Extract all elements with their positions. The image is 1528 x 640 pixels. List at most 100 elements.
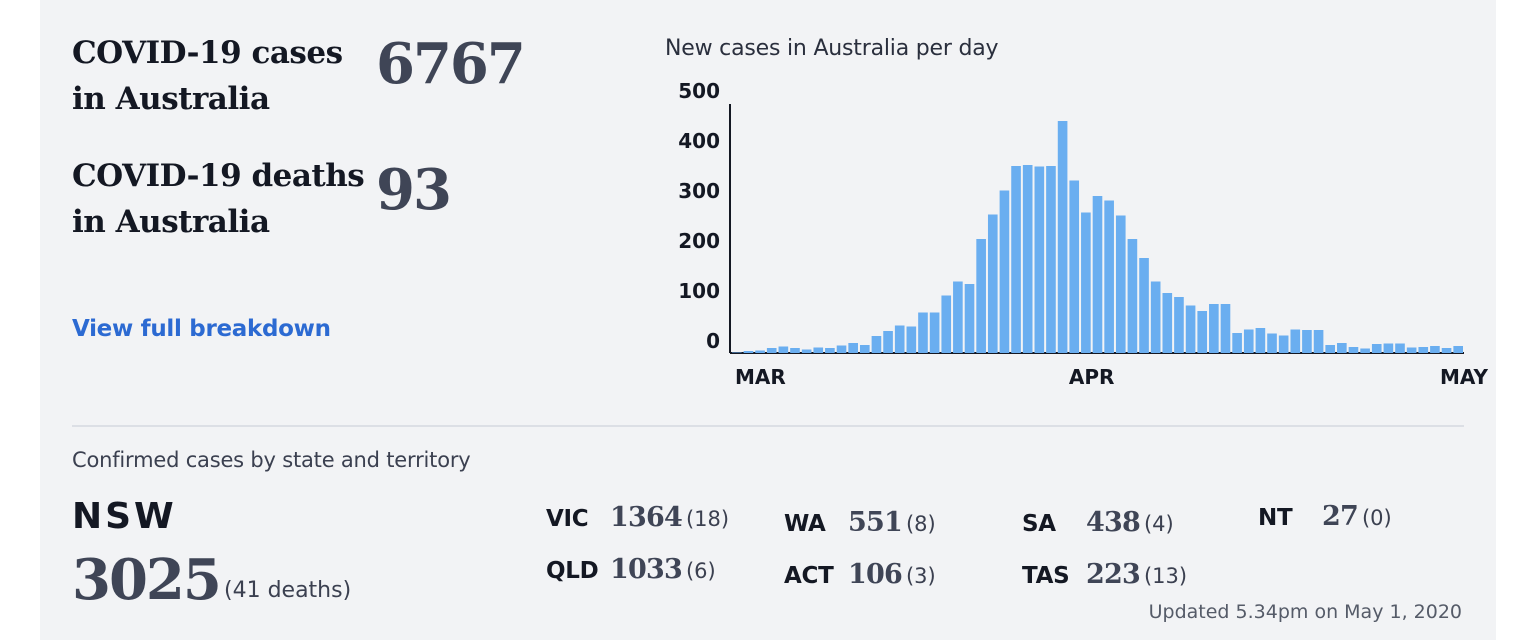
chart-bar <box>1115 215 1126 353</box>
y-tick-label: 500 <box>678 79 720 103</box>
state-nt: NT 27 (0) <box>1258 501 1392 532</box>
chart-bar <box>1406 347 1417 353</box>
state-cases: 223 <box>1086 559 1141 590</box>
chart-bar <box>941 295 952 353</box>
chart-bar <box>1185 305 1196 353</box>
deaths-label-line1: COVID-19 deaths <box>72 158 365 194</box>
chart-bar <box>1255 328 1266 353</box>
chart-bar <box>1069 180 1080 353</box>
chart-bar <box>1150 281 1161 353</box>
state-abbr: SA <box>1022 511 1056 537</box>
x-tick-label: MAY <box>1440 365 1488 389</box>
state-vic: VIC 1364 (18) <box>546 502 729 533</box>
state-cases: 438 <box>1086 507 1141 538</box>
cases-total: 6767 <box>376 31 526 97</box>
covid-summary-panel: COVID-19 cases in Australia 6767 COVID-1… <box>40 0 1496 640</box>
state-act: ACT 106 (3) <box>784 559 936 590</box>
chart-bar <box>929 312 940 353</box>
chart-bar <box>1371 344 1382 353</box>
nsw-deaths: (41 deaths) <box>224 578 352 603</box>
chart-bar <box>883 331 893 353</box>
state-abbr: TAS <box>1022 563 1070 589</box>
state-cases: 27 <box>1322 501 1359 532</box>
chart-bar <box>859 345 870 353</box>
state-cases: 106 <box>848 559 903 590</box>
chart-bar <box>1232 333 1242 353</box>
chart-bar <box>1104 200 1114 353</box>
deaths-label: COVID-19 deaths in Australia <box>72 153 365 245</box>
state-deaths: (13) <box>1143 564 1188 588</box>
chart-bar <box>906 326 917 353</box>
state-deaths: (4) <box>1143 512 1174 536</box>
chart-bar <box>1302 330 1312 353</box>
chart-bar <box>976 239 986 353</box>
nsw-name: NSW <box>72 496 177 537</box>
state-cases: 1364 <box>610 502 683 533</box>
cases-label-line1: COVID-19 cases <box>72 35 343 71</box>
y-tick-label: 200 <box>678 229 720 253</box>
state-tas: TAS 223 (13) <box>1022 559 1187 590</box>
chart-bar <box>1360 348 1370 353</box>
state-deaths: (18) <box>685 507 730 531</box>
chart-bar <box>1453 346 1463 353</box>
chart-bar <box>871 336 882 353</box>
chart-title: New cases in Australia per day <box>665 36 999 61</box>
cases-label: COVID-19 cases in Australia <box>72 30 343 122</box>
chart-bar <box>1325 345 1336 353</box>
view-full-breakdown-link[interactable]: View full breakdown <box>72 316 331 342</box>
state-abbr: VIC <box>546 506 589 532</box>
chart-bar <box>1057 121 1068 353</box>
chart-bar <box>813 347 824 353</box>
chart-bar <box>1337 343 1347 353</box>
chart-bar <box>1127 239 1138 353</box>
chart-bar <box>790 348 800 353</box>
chart-bar <box>778 346 789 353</box>
y-tick-label: 400 <box>678 129 720 153</box>
chart-bar <box>1290 329 1301 353</box>
state-deaths: (8) <box>905 512 936 536</box>
y-tick-label: 100 <box>678 279 720 303</box>
daily-cases-chart: 500 400 300 200 100 0 MAR APR MAY <box>678 79 1488 389</box>
chart-bar <box>1174 297 1184 353</box>
chart-bar <box>1348 347 1359 353</box>
chart-bar <box>801 349 812 353</box>
state-cases: 551 <box>848 507 903 538</box>
chart-bar <box>1243 329 1254 353</box>
chart-bar <box>1081 212 1091 353</box>
x-axis-ticks: MAR APR MAY <box>735 365 1488 389</box>
chart-bar <box>894 325 905 353</box>
section-divider <box>72 425 1464 427</box>
chart-bar <box>1430 346 1440 353</box>
chart-bar <box>1092 196 1103 353</box>
y-tick-label: 300 <box>678 179 720 203</box>
chart-bar <box>987 214 998 353</box>
chart-bar <box>1220 304 1231 353</box>
chart-bar <box>1022 165 1033 353</box>
x-tick-label: APR <box>1069 365 1115 389</box>
chart-bar <box>999 190 1010 353</box>
chart-bar <box>1395 343 1405 353</box>
state-deaths: (0) <box>1361 506 1392 530</box>
state-abbr: NT <box>1258 505 1293 531</box>
chart-bar <box>825 348 835 353</box>
chart-bar <box>1441 348 1452 353</box>
chart-bar <box>1313 330 1324 353</box>
state-abbr: ACT <box>784 563 834 589</box>
nsw-cases: 3025 <box>72 547 222 613</box>
x-tick-label: MAR <box>735 365 786 389</box>
chart-bar <box>1267 333 1277 353</box>
chart-bar <box>1034 166 1045 353</box>
chart-bar <box>1209 304 1219 353</box>
updated-timestamp: Updated 5.34pm on May 1, 2020 <box>1148 601 1462 623</box>
deaths-total: 93 <box>376 157 452 223</box>
state-sa: SA 438 (4) <box>1022 507 1174 538</box>
chart-bar <box>1383 343 1394 353</box>
state-section-title: Confirmed cases by state and territory <box>72 448 471 472</box>
chart-bar <box>1418 347 1429 353</box>
chart-bar <box>1197 311 1208 353</box>
state-abbr: QLD <box>546 558 599 584</box>
chart-bar <box>1278 335 1289 353</box>
state-abbr: WA <box>784 511 826 537</box>
chart-bar <box>848 343 858 353</box>
deaths-label-line2: in Australia <box>72 204 270 240</box>
